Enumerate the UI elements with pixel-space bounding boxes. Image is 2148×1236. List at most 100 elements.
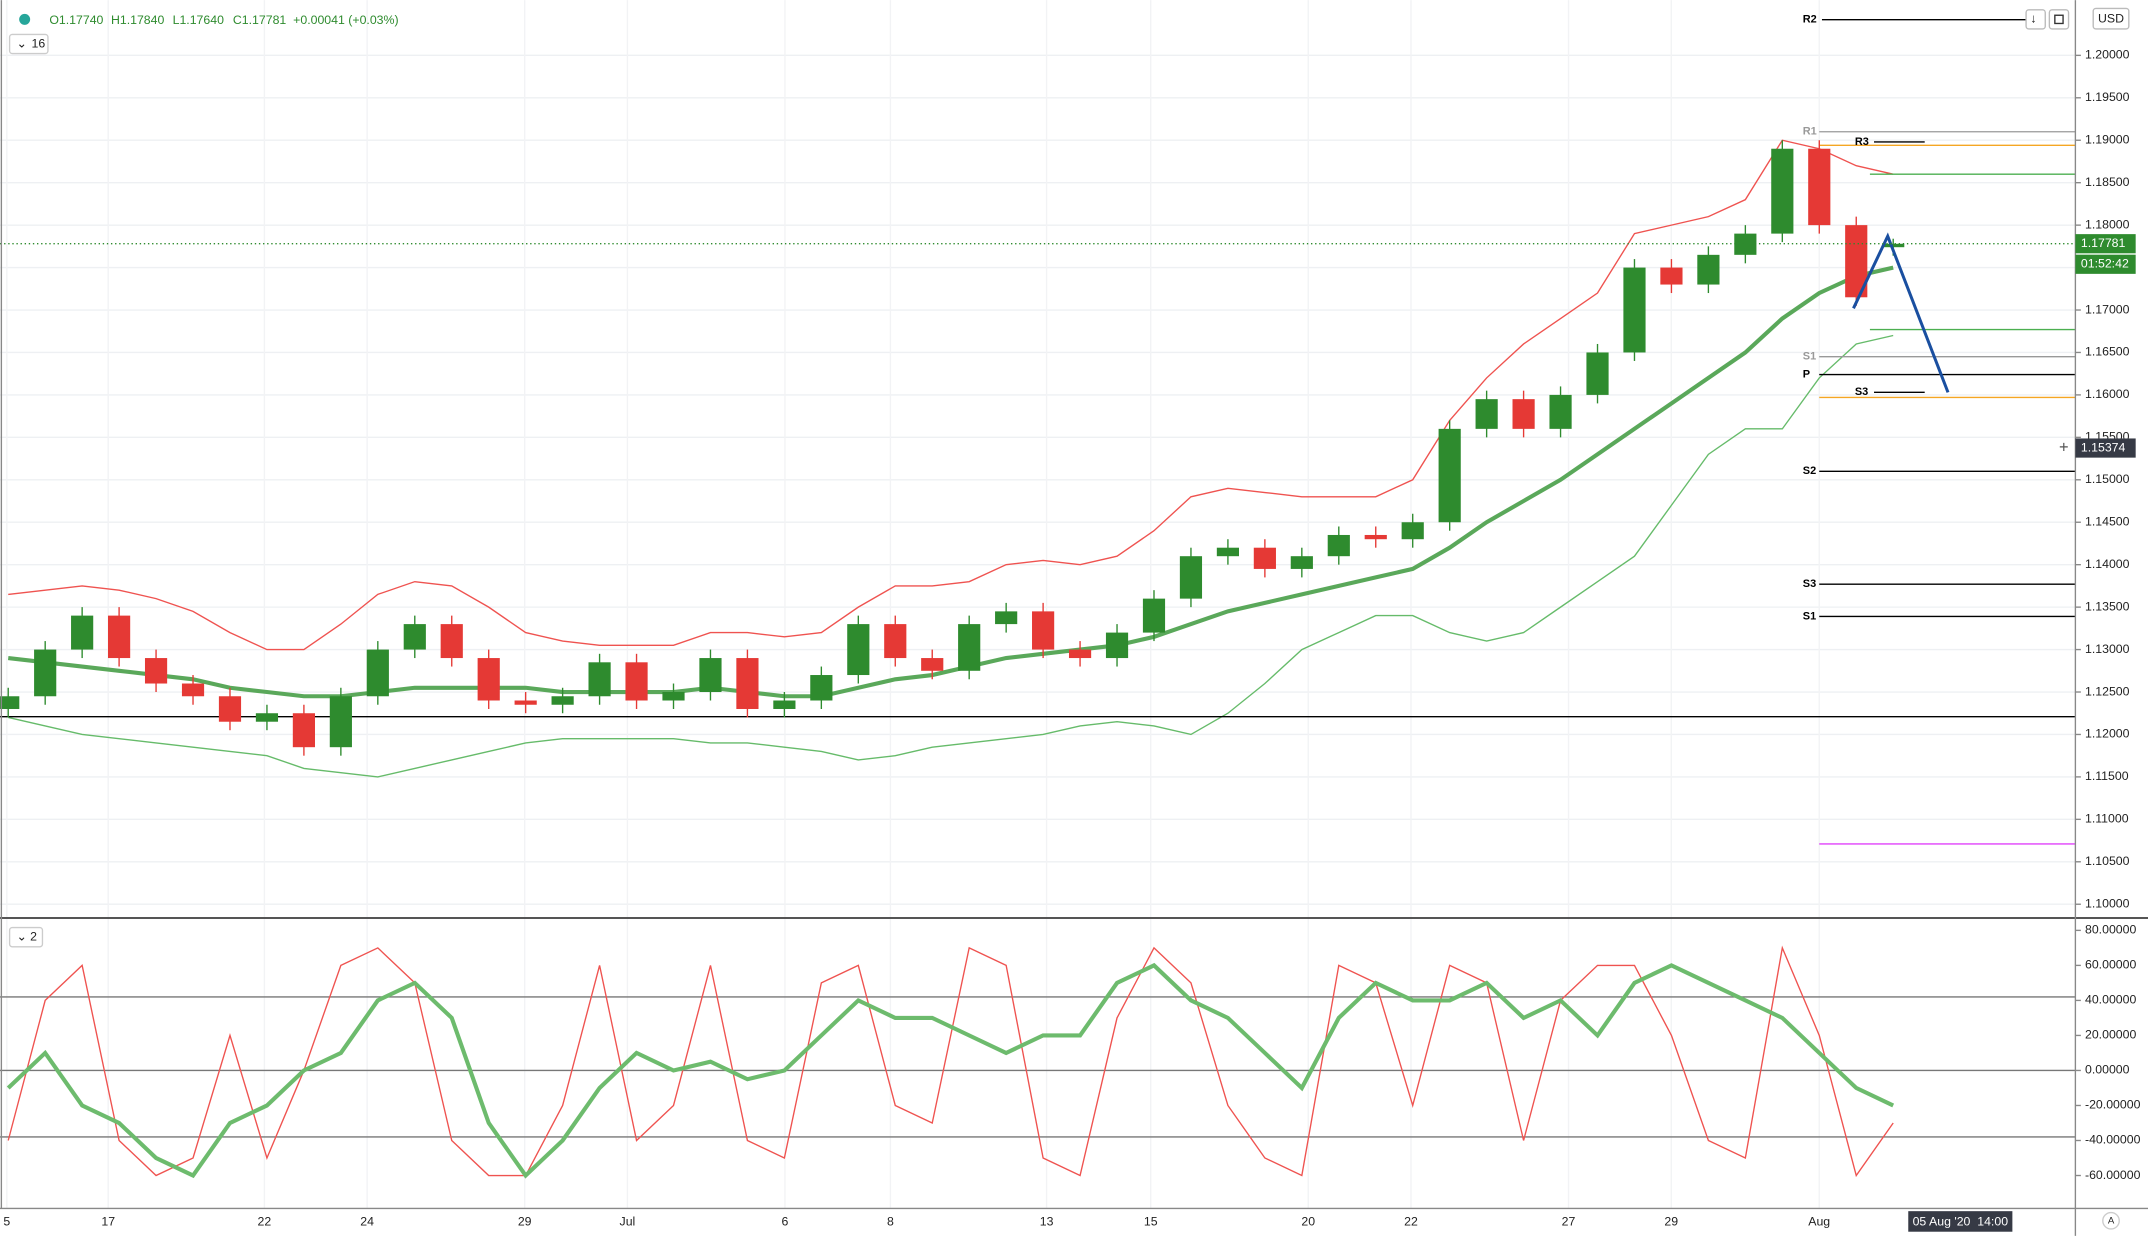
crosshair-price: 1.15374: [2081, 440, 2126, 454]
candle-body: [1364, 534, 1387, 540]
y-tick-label: 1.14000: [2085, 557, 2130, 571]
toggle-chevron: ⌄: [16, 36, 26, 50]
candle-body: [1068, 649, 1092, 659]
candle-body: [1438, 428, 1461, 523]
candle-body: [1808, 148, 1831, 226]
candle-body: [1105, 632, 1129, 659]
candle-body: [847, 624, 870, 676]
candle-body: [1475, 399, 1498, 429]
countdown-label: 01:52:42: [2081, 257, 2129, 271]
candle-body: [588, 662, 611, 697]
x-tick-label: 15: [1144, 1214, 1158, 1228]
auto-scale-label: A: [2108, 1215, 2115, 1226]
x-tick-label: 29: [1664, 1214, 1678, 1228]
candle-body: [1882, 243, 1905, 248]
candle-body: [1512, 399, 1535, 429]
y-tick-label: 1.14500: [2085, 514, 2130, 528]
candle-body: [1401, 522, 1424, 540]
maximize-icon: [2054, 14, 2064, 25]
candle-body: [329, 696, 352, 748]
candle-body: [921, 658, 944, 671]
candle-body: [181, 683, 205, 697]
scroll-icon: ↓: [2030, 12, 2036, 26]
pivot-label: R2: [1803, 14, 1817, 26]
y-tick-label: 0.00000: [2085, 1063, 2130, 1077]
candle-body: [440, 624, 463, 659]
y-tick-label: -60.00000: [2085, 1168, 2141, 1182]
x-tick-label: 22: [1404, 1214, 1418, 1228]
pivot-label: S1: [1803, 351, 1816, 363]
crosshair-time: 05 Aug '20 14:00: [1913, 1214, 2009, 1228]
y-tick-label: 1.11500: [2085, 769, 2129, 783]
candle-body: [255, 713, 279, 722]
x-tick-label: Aug: [1808, 1214, 1830, 1228]
indicator-toggle[interactable]: [8, 33, 49, 55]
pivot-label: S3: [1855, 386, 1868, 398]
y-tick-label: 1.13000: [2085, 642, 2130, 656]
scroll-button[interactable]: [2025, 9, 2046, 30]
y-tick-label: 80.00000: [2085, 923, 2137, 937]
candle-body: [625, 662, 648, 701]
y-tick-label: 1.16500: [2085, 345, 2130, 359]
currency-button[interactable]: [2092, 7, 2130, 30]
candle-body: [1697, 254, 1720, 285]
pivot-label: P: [1803, 368, 1810, 380]
band-line: [7, 265, 1894, 699]
candle-body: [1771, 148, 1794, 234]
osc-indicator-toggle[interactable]: [8, 926, 44, 948]
candle-body: [366, 649, 389, 697]
candle-body: [1290, 556, 1313, 569]
symbol-dot[interactable]: [19, 13, 31, 25]
pivot-label: R1: [1803, 126, 1817, 138]
crosshair-box: [2075, 438, 2136, 458]
y-tick-label: 1.18500: [2085, 175, 2130, 189]
y-tick-label: 1.19500: [2085, 90, 2130, 104]
candle-body: [1253, 547, 1276, 569]
candle-body: [551, 696, 574, 705]
candle-body: [1549, 394, 1572, 429]
candle-body: [514, 700, 537, 705]
last-price-box: [2075, 234, 2136, 254]
osc-line: [6, 962, 1895, 1179]
osc-line: [7, 945, 1894, 1178]
x-tick-label: 29: [518, 1214, 532, 1228]
y-tick-label: 1.20000: [2085, 48, 2130, 62]
last-price-label: 1.17781: [2081, 236, 2126, 250]
crosshair-time-box: [1908, 1211, 2013, 1232]
y-tick-label: 1.18000: [2085, 217, 2130, 231]
band-line: [8, 334, 1894, 778]
candle-body: [662, 692, 685, 701]
y-tick-label: 40.00000: [2085, 993, 2137, 1007]
osc-indicator-count: 2: [30, 929, 37, 943]
x-tick-label: 8: [887, 1214, 894, 1228]
ohlc-change: +0.00041 (+0.03%): [293, 13, 398, 27]
projection-line: [1852, 232, 1950, 393]
y-tick-label: 1.10500: [2085, 854, 2130, 868]
candle-body: [958, 624, 981, 671]
candle-body: [736, 658, 759, 709]
candle-body: [403, 624, 426, 650]
maximize-button[interactable]: [2048, 9, 2070, 30]
band-line: [8, 139, 1894, 651]
candle-body: [995, 611, 1018, 625]
marks: [0, 19, 2076, 1179]
ohlc-low: L1.17640: [173, 13, 225, 27]
x-tick-label: 20: [1301, 1214, 1315, 1228]
y-tick-label: 1.15000: [2085, 472, 2130, 486]
candle-body: [292, 713, 315, 748]
y-tick-label: 1.17000: [2085, 302, 2130, 316]
countdown-box: [2075, 254, 2136, 274]
candle-body: [0, 696, 20, 709]
currency-label: USD: [2098, 12, 2124, 26]
candle-body: [884, 624, 907, 659]
y-tick-label: 1.12500: [2085, 684, 2130, 698]
x-tick-label: 27: [1562, 1214, 1576, 1228]
y-tick-label: -20.00000: [2085, 1098, 2141, 1112]
candle-body: [1586, 352, 1609, 395]
grid: [0, 0, 2076, 1209]
candle-body: [1660, 267, 1683, 285]
auto-scale-button[interactable]: [2102, 1211, 2120, 1230]
x-tick-label: 13: [1040, 1214, 1054, 1228]
